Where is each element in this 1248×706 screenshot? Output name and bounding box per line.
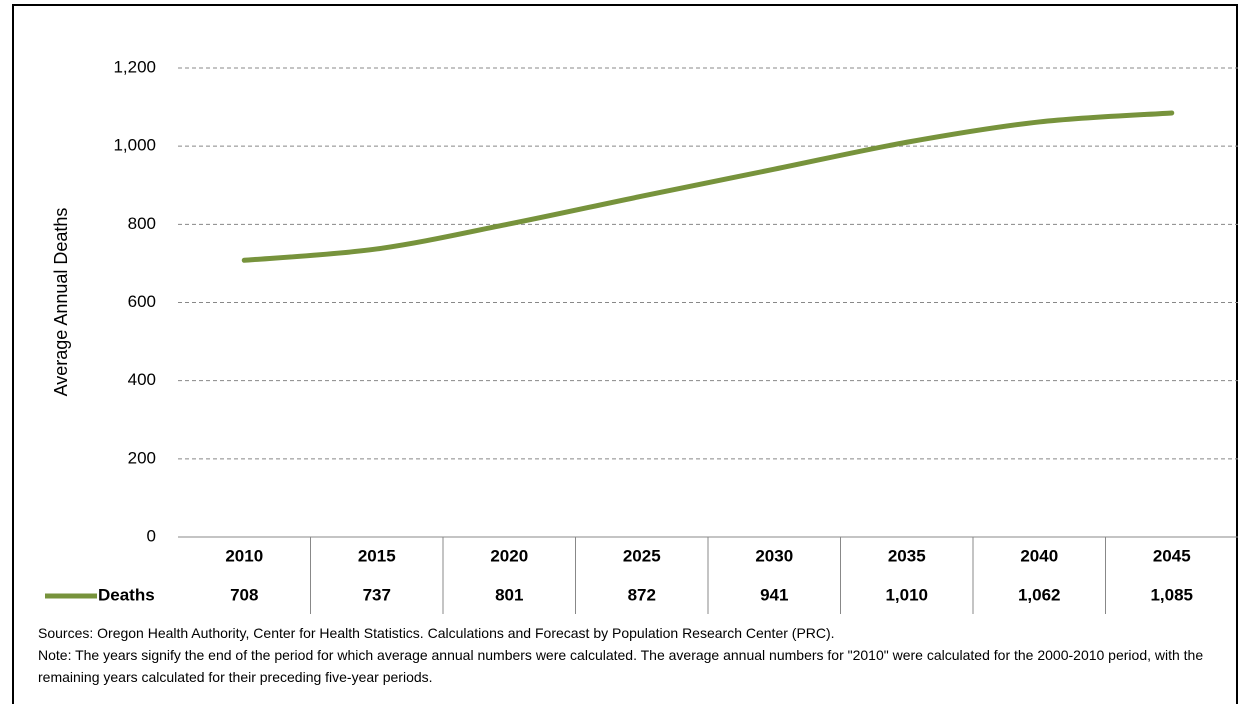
data-label: 1,010 — [885, 585, 928, 604]
y-tick-label: 200 — [128, 448, 156, 467]
y-tick-label: 400 — [128, 370, 156, 389]
data-label: 1,062 — [1018, 585, 1061, 604]
data-label: 801 — [495, 585, 523, 604]
y-tick-label: 800 — [128, 214, 156, 233]
y-tick-label: 600 — [128, 292, 156, 311]
note: Note: The years signify the end of the p… — [38, 647, 1204, 685]
x-tick-label: 2035 — [888, 546, 926, 565]
footnotes: Sources: Oregon Health Authority, Center… — [38, 622, 1228, 688]
x-tick-label: 2015 — [358, 546, 396, 565]
y-axis-title: Average Annual Deaths — [51, 208, 71, 397]
y-tick-label: 1,000 — [113, 136, 156, 155]
data-label: 941 — [760, 585, 788, 604]
data-label: 872 — [628, 585, 656, 604]
x-tick-label: 2020 — [490, 546, 528, 565]
x-tick-label: 2010 — [225, 546, 263, 565]
x-tick-label: 2040 — [1020, 546, 1058, 565]
x-tick-label: 2030 — [755, 546, 793, 565]
legend-label: Deaths — [98, 585, 155, 604]
chart-frame — [12, 4, 1238, 704]
data-label: 1,085 — [1150, 585, 1193, 604]
x-tick-label: 2045 — [1153, 546, 1191, 565]
data-label: 708 — [230, 585, 258, 604]
y-tick-label: 0 — [147, 526, 156, 545]
x-tick-label: 2025 — [623, 546, 661, 565]
source: Sources: Oregon Health Authority, Center… — [38, 625, 835, 641]
y-tick-label: 1,200 — [113, 57, 156, 76]
data-line — [241, 110, 1175, 263]
data-label: 737 — [363, 585, 391, 604]
